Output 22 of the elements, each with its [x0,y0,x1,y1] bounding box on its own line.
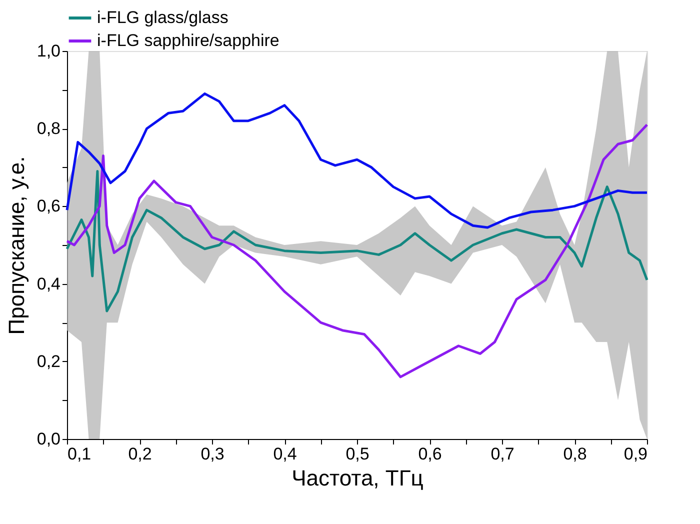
x-tick-label: 0,4 [273,444,297,464]
x-tick-label: 0,3 [200,444,224,464]
x-axis-title: Частота, ТГц [292,466,424,490]
x-tick-label: 0,5 [346,444,370,464]
y-tick-label: 0,2 [36,352,60,371]
y-tick-label: 0,6 [36,196,60,216]
legend-label: i-FLG sapphire/sapphire [97,31,280,50]
x-tick-label: 0,7 [490,444,514,464]
y-tick-label: 0,4 [36,274,60,294]
line-series [66,123,648,378]
y-tick-label: 0,8 [36,119,60,138]
x-tick-label: 0,1 [68,444,92,464]
x-tick-label: 0,9 [624,444,648,464]
x-tick-label: 0,6 [418,444,442,464]
legend-label: i-FLG glass/glass [97,8,228,27]
line-series [66,170,648,312]
x-tick-label: 0,8 [563,444,587,464]
line-series [66,92,648,229]
y-axis-title: Пропускание, у.е. [4,156,29,335]
y-tick-label: 0,0 [36,430,60,448]
y-tick-label: 1,0 [36,42,60,60]
x-tick-label: 0,2 [128,444,152,464]
